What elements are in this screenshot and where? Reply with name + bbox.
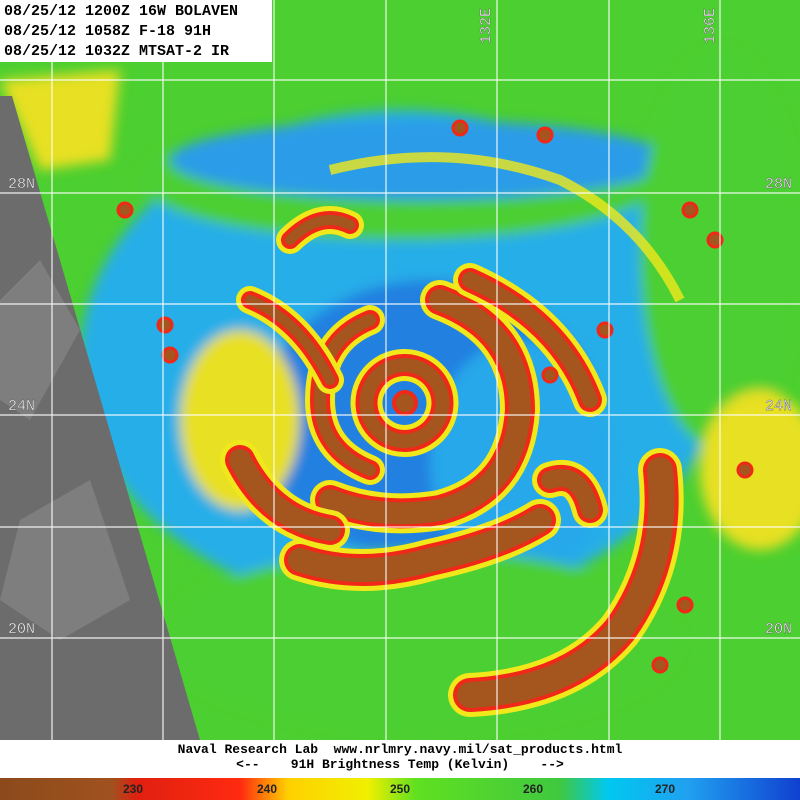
rain-band [462, 272, 598, 408]
rain-band [541, 366, 559, 384]
grid [0, 0, 800, 740]
lat-label: 28N [765, 176, 792, 193]
colorbar-label: 230 [123, 782, 143, 796]
header-line: 08/25/12 1200Z 16W BOLAVEN [4, 3, 238, 20]
lat-label: 24N [8, 398, 35, 415]
rain-band [314, 314, 376, 476]
footer-box [0, 740, 800, 778]
rain-band [116, 201, 134, 219]
rain-band [156, 316, 174, 334]
colorbar-label: 260 [523, 782, 543, 796]
lon-label: 132E [478, 8, 495, 44]
rain-band [536, 126, 554, 144]
rain-band [288, 508, 552, 582]
rain-band [457, 457, 675, 708]
lat-label: 20N [8, 621, 35, 638]
imagery [0, 0, 800, 740]
rain-band [541, 469, 599, 519]
rain-band [451, 119, 469, 137]
header-line: 08/25/12 1032Z MTSAT-2 IR [4, 43, 229, 60]
rain-bands [116, 119, 754, 717]
scale-title: <-- 91H Brightness Temp (Kelvin) --> [236, 757, 564, 772]
rain-band [285, 215, 355, 245]
lon-label: 136E [702, 8, 719, 44]
credit: Naval Research Lab www.nrlmry.navy.mil/s… [178, 742, 623, 757]
lat-label: 28N [8, 176, 35, 193]
rain-band [596, 321, 614, 339]
rain-band [161, 346, 179, 364]
rain-band [681, 201, 699, 219]
grid-labels: 28N 28N 24N 24N 20N 20N 132E 136E [8, 8, 792, 638]
colorbar-label: 270 [655, 782, 675, 796]
header-line: 08/25/12 1058Z F-18 91H [4, 23, 211, 40]
rain-band [392, 390, 418, 416]
rain-band [736, 461, 754, 479]
rain-band [706, 231, 724, 249]
rain-band [245, 295, 335, 385]
colorbar-label: 250 [390, 782, 410, 796]
header: 08/25/12 1200Z 16W BOLAVEN 08/25/12 1058… [4, 3, 238, 60]
colorbar-labels: 230 240 250 260 270 [123, 782, 675, 796]
rain-band [651, 656, 669, 674]
lat-label: 20N [765, 621, 792, 638]
rain-band [676, 596, 694, 614]
colorbar-label: 240 [257, 782, 277, 796]
lat-label: 24N [765, 398, 792, 415]
colorbar [0, 778, 800, 800]
outer-band [328, 152, 685, 303]
ir-clouds [0, 260, 130, 640]
rain-band [319, 289, 531, 525]
footer: Naval Research Lab www.nrlmry.navy.mil/s… [178, 742, 623, 772]
header-box [0, 0, 272, 62]
rain-band [359, 358, 450, 448]
